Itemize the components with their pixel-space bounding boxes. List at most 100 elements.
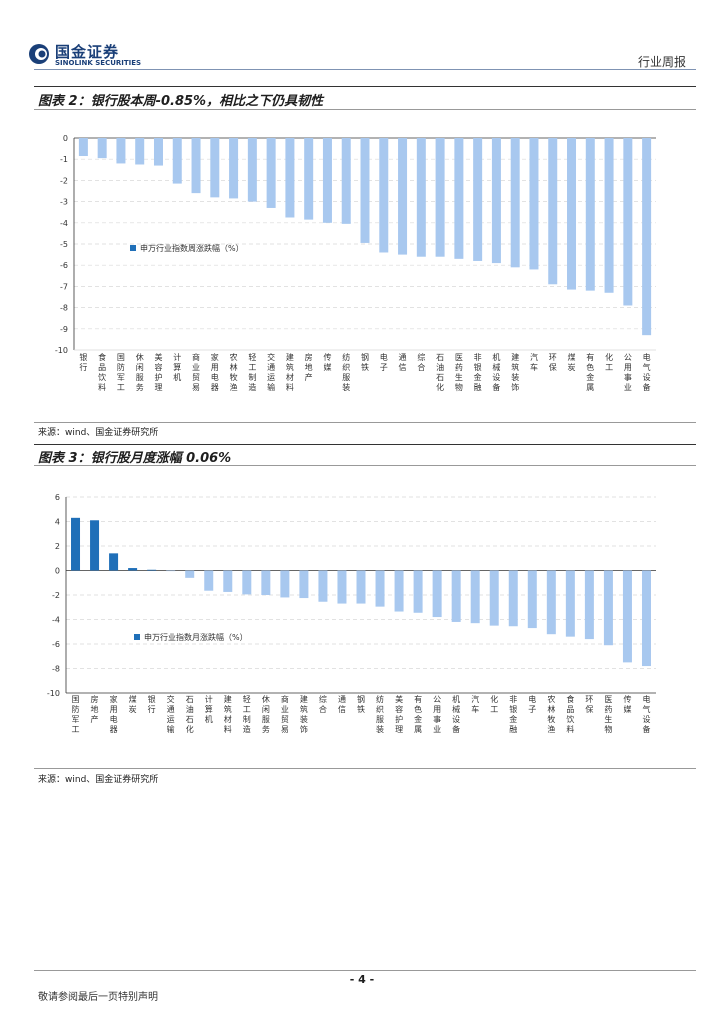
x-tick-label: 银行	[148, 694, 156, 714]
bar	[489, 570, 499, 626]
bar	[565, 570, 575, 637]
bar	[78, 138, 88, 157]
x-tick-label: 化工	[490, 694, 498, 714]
bar	[529, 138, 539, 270]
x-tick-label: 计算机	[205, 694, 213, 724]
bar	[229, 138, 239, 199]
figure-top-rule	[34, 86, 696, 87]
bar	[90, 520, 100, 571]
bar	[299, 570, 309, 599]
figure-2-title: 图表 2：银行股本周-0.85%，相比之下仍具韧性	[38, 94, 324, 109]
bar	[623, 138, 633, 306]
bar	[337, 570, 347, 604]
bar	[432, 570, 442, 618]
x-tick-label: 综合	[417, 352, 425, 372]
x-tick-label: 有色金属	[414, 694, 422, 734]
bar	[166, 570, 176, 572]
bar	[261, 570, 271, 595]
bar	[153, 138, 163, 166]
disclaimer: 敬请参阅最后一页特别声明	[38, 992, 158, 1003]
x-tick-label: 公用事业	[433, 695, 441, 734]
bar	[604, 138, 614, 293]
x-tick-label: 机械设备	[492, 352, 500, 392]
x-tick-label: 休闲服务	[136, 352, 144, 392]
y-tick-label: -3	[60, 198, 68, 207]
x-tick-label: 国防军工	[72, 695, 80, 734]
x-tick-label: 电气设备	[642, 694, 650, 734]
bar	[413, 570, 423, 613]
monthly-chart: 6 4 2 0 -2 -4 -6 -8 -10 国防军工 房地产 家用电器 煤炭 银行 交通运输 石油石化 计算…	[34, 480, 696, 760]
bar	[356, 570, 366, 604]
y-tick-label: -2	[52, 591, 60, 600]
x-tick-label: 电子	[380, 352, 388, 372]
bar	[375, 570, 385, 607]
x-tick-label: 农林牧渔	[547, 694, 555, 734]
report-type: 行业周报	[637, 55, 686, 69]
bar	[223, 570, 233, 592]
legend-swatch	[130, 245, 136, 251]
bar	[585, 138, 595, 291]
bar	[322, 138, 332, 223]
y-tick-label: 0	[63, 134, 68, 143]
x-tick-label: 钢铁	[357, 694, 365, 714]
x-tick-label: 电气设备	[643, 352, 651, 392]
bar	[242, 570, 252, 595]
x-tick-label: 房地产	[305, 352, 313, 382]
y-tick-label: -5	[60, 240, 68, 249]
bar	[416, 138, 426, 257]
x-tick-label: 美容护理	[395, 694, 403, 734]
bar	[172, 138, 182, 184]
bar	[473, 138, 483, 261]
y-tick-label: -6	[60, 261, 68, 270]
bar	[451, 570, 461, 622]
y-tick-label: -6	[52, 640, 60, 649]
x-tick-label: 石油石化	[436, 353, 444, 392]
x-tick-label: 煤炭	[129, 694, 137, 714]
x-tick-label: 食品饮料	[98, 352, 106, 392]
x-tick-label: 商业贸易	[281, 694, 289, 734]
x-tick-label: 传媒	[623, 694, 631, 714]
y-tick-label: -1	[60, 155, 68, 164]
bar	[584, 570, 594, 640]
x-tick-label: 计算机	[173, 352, 181, 382]
bar	[71, 517, 81, 571]
legend-label: 申万行业指数周涨跌幅（%）	[140, 243, 244, 253]
bar	[318, 570, 328, 602]
bar	[116, 138, 126, 164]
x-tick-label: 化工	[605, 352, 613, 372]
y-tick-label: -4	[60, 219, 68, 228]
bar	[398, 138, 408, 255]
legend-swatch	[134, 634, 140, 640]
figure-bottom-rule	[34, 768, 696, 769]
x-tick-label: 建筑装饰	[511, 352, 519, 392]
x-tick-label: 医药生物	[455, 353, 463, 392]
header-divider	[34, 69, 696, 70]
x-tick-label: 轻工制造	[243, 694, 251, 734]
x-tick-label: 传媒	[323, 352, 331, 372]
x-tick-label: 银行	[79, 352, 87, 372]
y-tick-label: 0	[55, 567, 60, 576]
bar	[454, 138, 464, 259]
bar	[470, 570, 480, 624]
x-tick-label: 环保	[549, 353, 557, 372]
y-tick-label: -2	[60, 176, 68, 185]
x-tick-label: 钢铁	[361, 352, 369, 372]
x-tick-label: 通信	[338, 694, 346, 714]
x-tick-label: 电子	[528, 694, 536, 714]
x-tick-label: 纺织服装	[376, 694, 384, 734]
weekly-chart-svg: 0 -1 -2 -3 -4 -5 -6 -7 -8 -9 -10 银行 食品饮料 国防军工 休闲服务 美容护理…	[55, 134, 656, 392]
x-tick-label: 机械设备	[452, 694, 460, 734]
brand-name-en: SINOLINK SECURITIES	[55, 59, 142, 67]
x-tick-label: 食品饮料	[566, 694, 574, 734]
bar	[285, 138, 295, 218]
x-tick-label: 商业贸易	[192, 352, 200, 392]
x-tick-label: 非银金融	[474, 352, 482, 392]
x-tick-label: 有色金属	[586, 352, 594, 392]
brand-name: 国金证券	[55, 43, 120, 61]
x-tick-label: 农林牧渔	[230, 352, 238, 392]
figure-3-title: 图表 3：银行股月度涨幅 0.06%	[38, 451, 232, 466]
y-tick-label: 4	[55, 518, 60, 527]
x-tick-label: 家用电器	[211, 352, 219, 392]
x-tick-label: 美容护理	[154, 352, 162, 392]
bar	[128, 568, 138, 571]
